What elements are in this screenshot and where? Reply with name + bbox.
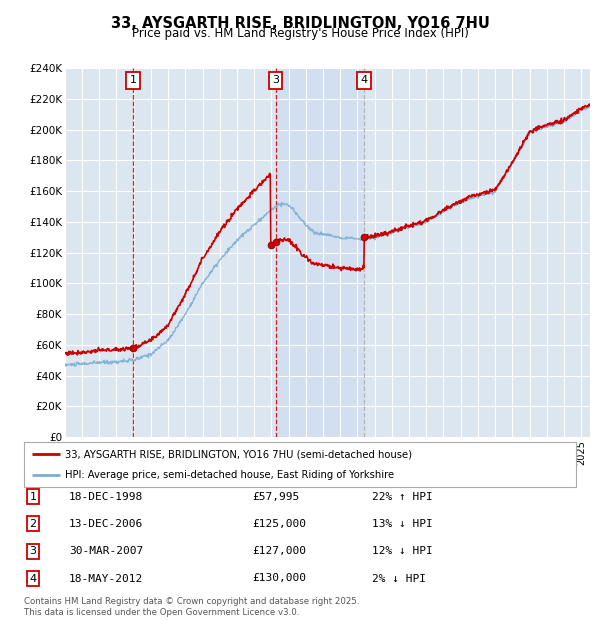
Text: 4: 4 xyxy=(361,76,368,86)
Text: Price paid vs. HM Land Registry's House Price Index (HPI): Price paid vs. HM Land Registry's House … xyxy=(131,27,469,40)
Text: HPI: Average price, semi-detached house, East Riding of Yorkshire: HPI: Average price, semi-detached house,… xyxy=(65,469,395,480)
Text: £125,000: £125,000 xyxy=(252,519,306,529)
Text: 33, AYSGARTH RISE, BRIDLINGTON, YO16 7HU (semi-detached house): 33, AYSGARTH RISE, BRIDLINGTON, YO16 7HU… xyxy=(65,449,412,459)
Text: £127,000: £127,000 xyxy=(252,546,306,556)
Bar xyxy=(275,68,364,437)
Text: 3: 3 xyxy=(272,76,279,86)
Text: 18-DEC-1998: 18-DEC-1998 xyxy=(69,492,143,502)
Text: £130,000: £130,000 xyxy=(252,574,306,583)
Text: 2: 2 xyxy=(29,519,37,529)
Text: £57,995: £57,995 xyxy=(252,492,299,502)
Text: 22% ↑ HPI: 22% ↑ HPI xyxy=(372,492,433,502)
Text: 1: 1 xyxy=(29,492,37,502)
Text: 13% ↓ HPI: 13% ↓ HPI xyxy=(372,519,433,529)
Text: 3: 3 xyxy=(29,546,37,556)
Text: Contains HM Land Registry data © Crown copyright and database right 2025.
This d: Contains HM Land Registry data © Crown c… xyxy=(24,598,359,617)
Text: 1: 1 xyxy=(130,76,136,86)
Text: 4: 4 xyxy=(29,574,37,583)
Text: 30-MAR-2007: 30-MAR-2007 xyxy=(69,546,143,556)
Text: 33, AYSGARTH RISE, BRIDLINGTON, YO16 7HU: 33, AYSGARTH RISE, BRIDLINGTON, YO16 7HU xyxy=(110,16,490,30)
Text: 12% ↓ HPI: 12% ↓ HPI xyxy=(372,546,433,556)
Text: 18-MAY-2012: 18-MAY-2012 xyxy=(69,574,143,583)
Text: 2% ↓ HPI: 2% ↓ HPI xyxy=(372,574,426,583)
Text: 13-DEC-2006: 13-DEC-2006 xyxy=(69,519,143,529)
